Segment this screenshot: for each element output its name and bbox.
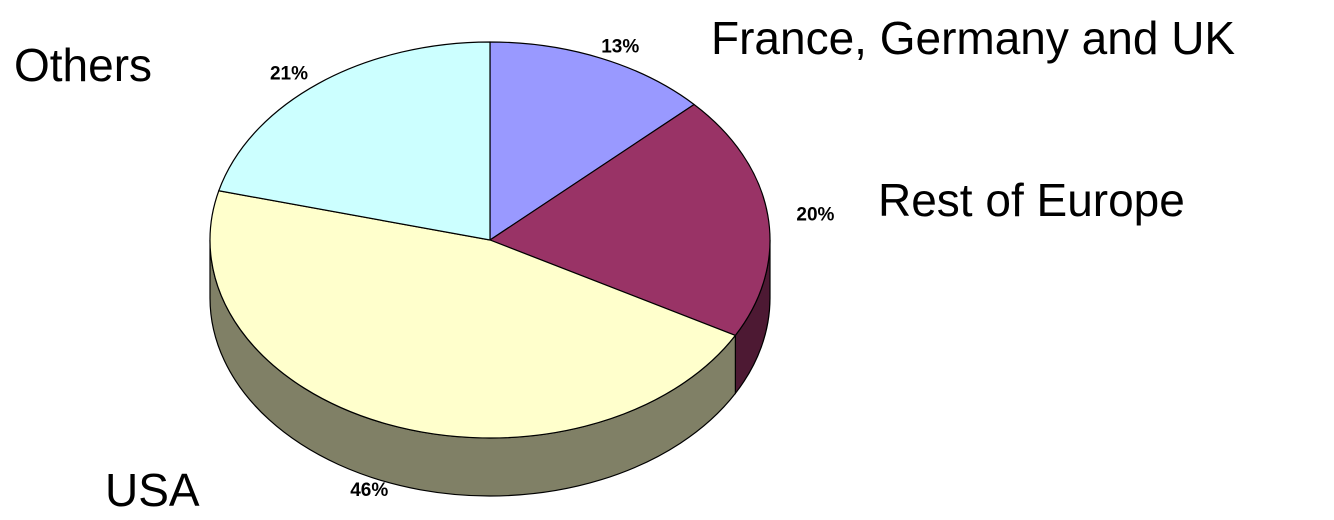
pie-slice-rest-of-europe: [489, 103, 771, 336]
pie-slice-others: [218, 41, 491, 241]
value-label-france-germany-and-uk: 13%: [601, 36, 639, 57]
value-label-others: 21%: [270, 63, 308, 84]
pie-slice-usa: [209, 190, 736, 439]
category-label-usa: USA: [105, 464, 200, 516]
value-label-rest-of-europe: 20%: [796, 204, 834, 225]
category-label-france-germany-uk: France, Germany and UK: [711, 12, 1236, 64]
pie-slice-france-germany-and-uk: [489, 41, 695, 241]
pie-slice-tops: [209, 41, 771, 439]
pie-value-labels: 13% 20% 46% 21%: [270, 36, 835, 501]
category-label-rest-of-europe: Rest of Europe: [878, 174, 1185, 226]
category-label-others: Others: [14, 39, 153, 91]
value-label-usa: 46%: [350, 480, 388, 501]
